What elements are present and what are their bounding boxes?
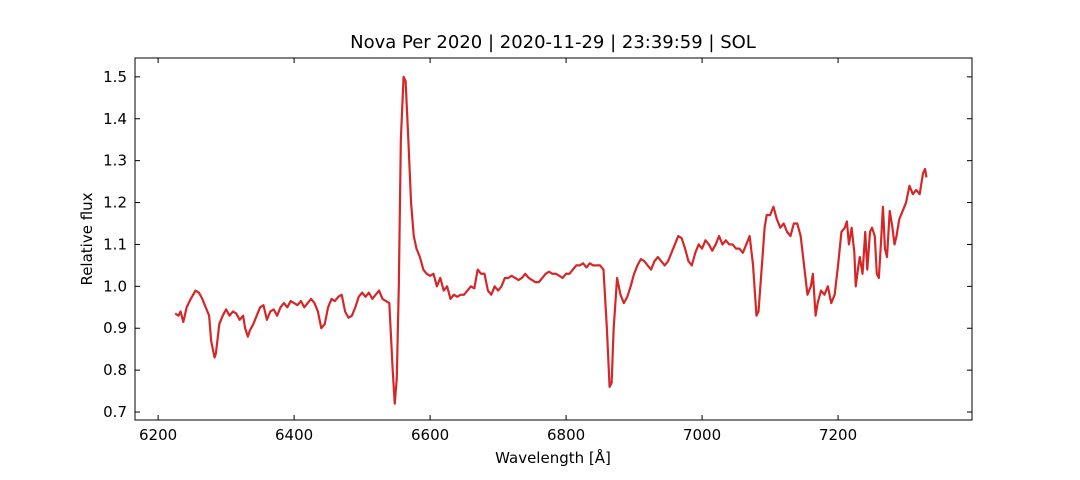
y-tick-label: 1.0 xyxy=(103,277,127,295)
y-tick-label: 1.1 xyxy=(103,235,127,253)
x-tick-label: 6400 xyxy=(275,426,313,444)
y-tick-label: 0.9 xyxy=(103,319,127,337)
y-tick-label: 0.8 xyxy=(103,361,127,379)
x-axis-label: Wavelength [Å] xyxy=(495,448,611,467)
x-tick-label: 6600 xyxy=(411,426,449,444)
y-tick-label: 1.4 xyxy=(103,110,127,128)
x-tick-label: 7000 xyxy=(683,426,721,444)
chart-title: Nova Per 2020 | 2020-11-29 | 23:39:59 | … xyxy=(350,32,756,53)
x-tick-label: 7200 xyxy=(819,426,857,444)
plot-frame xyxy=(134,57,973,421)
x-tick-label: 6800 xyxy=(547,426,585,444)
spectrum-line xyxy=(174,75,928,405)
y-axis-label: Relative flux xyxy=(78,192,96,285)
x-tick-label: 6200 xyxy=(139,426,177,444)
y-tick-label: 1.2 xyxy=(103,194,127,212)
y-tick-label: 1.3 xyxy=(103,152,127,170)
y-tick-label: 0.7 xyxy=(103,403,127,421)
y-tick-label: 1.5 xyxy=(103,68,127,86)
